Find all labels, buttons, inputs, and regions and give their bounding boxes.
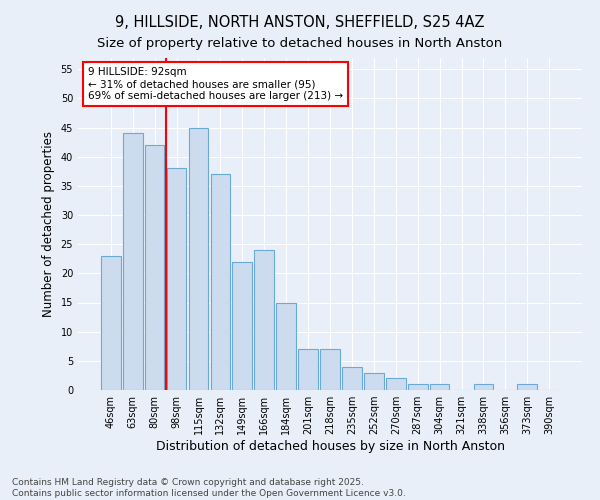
Bar: [473, 384, 493, 390]
Bar: [320, 349, 340, 390]
Bar: [145, 145, 164, 390]
Bar: [232, 262, 252, 390]
Text: 9 HILLSIDE: 92sqm
← 31% of detached houses are smaller (95)
69% of semi-detached: 9 HILLSIDE: 92sqm ← 31% of detached hous…: [88, 68, 343, 100]
Bar: [167, 168, 187, 390]
Bar: [276, 302, 296, 390]
Bar: [364, 372, 384, 390]
Bar: [211, 174, 230, 390]
Bar: [123, 134, 143, 390]
Text: Size of property relative to detached houses in North Anston: Size of property relative to detached ho…: [97, 38, 503, 51]
Y-axis label: Number of detached properties: Number of detached properties: [42, 130, 55, 317]
Text: Contains HM Land Registry data © Crown copyright and database right 2025.
Contai: Contains HM Land Registry data © Crown c…: [12, 478, 406, 498]
Bar: [386, 378, 406, 390]
Text: 9, HILLSIDE, NORTH ANSTON, SHEFFIELD, S25 4AZ: 9, HILLSIDE, NORTH ANSTON, SHEFFIELD, S2…: [115, 15, 485, 30]
Bar: [188, 128, 208, 390]
Bar: [298, 349, 318, 390]
X-axis label: Distribution of detached houses by size in North Anston: Distribution of detached houses by size …: [155, 440, 505, 453]
Bar: [408, 384, 428, 390]
Bar: [517, 384, 537, 390]
Bar: [101, 256, 121, 390]
Bar: [254, 250, 274, 390]
Bar: [342, 366, 362, 390]
Bar: [430, 384, 449, 390]
